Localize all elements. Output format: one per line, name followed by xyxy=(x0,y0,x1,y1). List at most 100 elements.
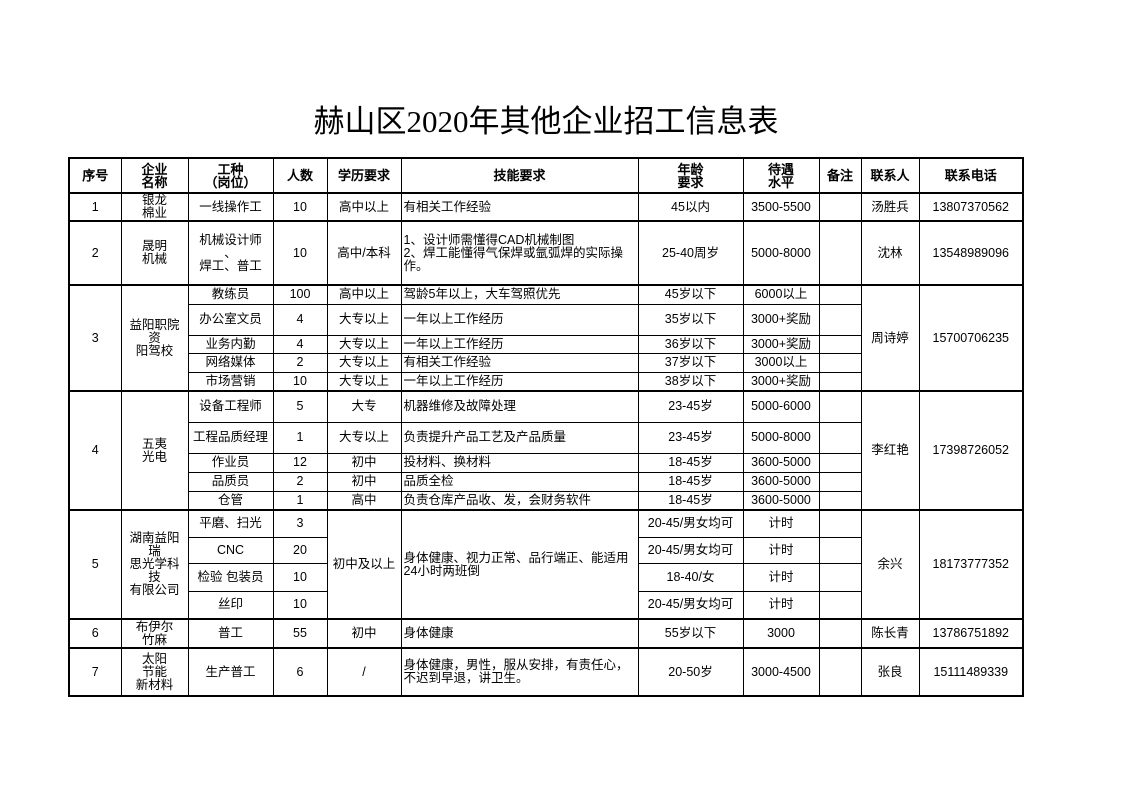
job-title: 普工 xyxy=(187,618,274,649)
headcount: 10 xyxy=(272,371,328,392)
notes-cell xyxy=(818,471,862,492)
pay-level: 3000以上 xyxy=(742,352,820,373)
education-requirement: 高中 xyxy=(326,490,402,511)
pay-level: 3600-5000 xyxy=(742,490,820,511)
job-title: 作业员 xyxy=(187,452,274,473)
company-name: 太阳 节能 新材料 xyxy=(120,647,189,697)
education-requirement: 大专以上 xyxy=(326,371,402,392)
pay-level: 计时 xyxy=(742,562,820,592)
skill-requirement: 身体健康、视力正常、品行端正、能适用24小时两班倒 xyxy=(400,509,639,620)
company-name: 布伊尔 竹麻 xyxy=(120,618,189,649)
skill-requirement: 负责仓库产品收、发，会财务软件 xyxy=(400,490,639,511)
notes-cell xyxy=(818,390,862,423)
headcount: 2 xyxy=(272,352,328,373)
headcount: 1 xyxy=(272,421,328,454)
headcount: 4 xyxy=(272,303,328,336)
age-requirement: 23-45岁 xyxy=(637,390,744,423)
headcount: 4 xyxy=(272,334,328,354)
pay-level: 3500-5500 xyxy=(742,192,820,222)
contact-person: 沈林 xyxy=(860,220,920,286)
age-requirement: 23-45岁 xyxy=(637,421,744,454)
skill-requirement: 机器维修及故障处理 xyxy=(400,390,639,423)
education-requirement: 高中以上 xyxy=(326,192,402,222)
contact-phone: 13807370562 xyxy=(918,192,1024,222)
contact-phone: 18173777352 xyxy=(918,509,1024,620)
table-row: 仓管 1 高中 负责仓库产品收、发，会财务软件 18-45岁 3600-5000 xyxy=(69,490,1023,511)
contact-person: 周诗婷 xyxy=(860,284,920,392)
page-title: 赫山区2020年其他企业招工信息表 xyxy=(313,104,779,139)
row-number: 6 xyxy=(68,618,122,649)
notes-cell xyxy=(818,618,862,649)
age-requirement: 20-50岁 xyxy=(637,647,744,697)
education-requirement: 大专以上 xyxy=(326,421,402,454)
company-name: 益阳职院资 阳驾校 xyxy=(120,284,189,392)
notes-cell xyxy=(818,220,862,286)
skill-requirement: 一年以上工作经历 xyxy=(400,303,639,336)
contact-phone: 15111489339 xyxy=(918,647,1024,697)
age-requirement: 18-45岁 xyxy=(637,471,744,492)
contact-phone: 13548989096 xyxy=(918,220,1024,286)
age-requirement: 36岁以下 xyxy=(637,334,744,354)
job-title: 机械设计师 、 焊工、普工 xyxy=(187,220,274,286)
age-requirement: 20-45/男女均可 xyxy=(637,590,744,620)
education-requirement: 初中 xyxy=(326,618,402,649)
headcount: 55 xyxy=(272,618,328,649)
notes-cell xyxy=(818,562,862,592)
table-row: CNC 20 20-45/男女均可 计时 xyxy=(69,536,1023,564)
contact-phone: 13786751892 xyxy=(918,618,1024,649)
headcount: 20 xyxy=(272,536,328,564)
notes-cell xyxy=(818,371,862,392)
table-row: 业务内勤 4 大专以上 一年以上工作经历 36岁以下 3000+奖励 xyxy=(69,334,1023,354)
table-row: 2 晟明 机械 机械设计师 、 焊工、普工 10 高中/本科 1、设计师需懂得CAD机械制… xyxy=(68,220,1024,286)
company-name: 五夷 光电 xyxy=(120,390,189,511)
row-number: 7 xyxy=(68,647,122,697)
skill-requirement: 一年以上工作经历 xyxy=(400,371,639,392)
notes-cell xyxy=(818,352,862,373)
job-title: 品质员 xyxy=(187,471,274,492)
table-row: 作业员 12 初中 投材料、换材料 18-45岁 3600-5000 xyxy=(69,452,1023,473)
company-name: 晟明 机械 xyxy=(120,220,189,286)
table-row: 检验 包装员 10 18-40/女 计时 xyxy=(69,562,1023,592)
age-requirement: 45岁以下 xyxy=(637,284,744,305)
education-requirement: 初中 xyxy=(326,471,402,492)
skill-requirement: 负责提升产品工艺及产品质量 xyxy=(400,421,639,454)
header-skills: 技能要求 xyxy=(400,157,639,194)
job-title: 业务内勤 xyxy=(187,334,274,354)
headcount: 10 xyxy=(272,220,328,286)
headcount: 12 xyxy=(272,452,328,473)
pay-level: 计时 xyxy=(742,509,820,538)
job-title: 丝印 xyxy=(187,590,274,620)
age-requirement: 18-45岁 xyxy=(637,452,744,473)
row-number: 2 xyxy=(68,220,122,286)
pay-level: 计时 xyxy=(742,536,820,564)
notes-cell xyxy=(818,452,862,473)
company-name: 湖南益阳瑞 思光学科技 有限公司 xyxy=(120,509,189,620)
job-title: 办公室文员 xyxy=(187,303,274,336)
education-requirement: 大专 xyxy=(326,390,402,423)
table-row: 市场营销 10 大专以上 一年以上工作经历 38岁以下 3000+奖励 xyxy=(69,371,1023,392)
contact-person: 余兴 xyxy=(860,509,920,620)
pay-level: 3600-5000 xyxy=(742,452,820,473)
header-contact: 联系人 xyxy=(860,157,920,194)
job-title: 平磨、扫光 xyxy=(187,509,274,538)
contact-phone: 15700706235 xyxy=(918,284,1024,392)
row-number: 5 xyxy=(68,509,122,620)
skill-requirement: 驾龄5年以上，大车驾照优先 xyxy=(400,284,639,305)
headcount: 6 xyxy=(272,647,328,697)
education-requirement: 高中以上 xyxy=(326,284,402,305)
education-requirement: 初中及以上 xyxy=(326,509,402,620)
age-requirement: 55岁以下 xyxy=(637,618,744,649)
pay-level: 3000-4500 xyxy=(742,647,820,697)
skill-requirement: 有相关工作经验 xyxy=(400,352,639,373)
row-number: 3 xyxy=(68,284,122,392)
notes-cell xyxy=(818,490,862,511)
headcount: 10 xyxy=(272,562,328,592)
job-title: CNC xyxy=(187,536,274,564)
table-row: 工程品质经理 1 大专以上 负责提升产品工艺及产品质量 23-45岁 5000-8000 xyxy=(69,421,1023,454)
header-no: 序号 xyxy=(68,157,122,194)
table-row: 丝印 10 20-45/男女均可 计时 xyxy=(69,590,1023,620)
contact-person: 陈长青 xyxy=(860,618,920,649)
age-requirement: 25-40周岁 xyxy=(637,220,744,286)
age-requirement: 37岁以下 xyxy=(637,352,744,373)
pay-level: 6000以上 xyxy=(742,284,820,305)
